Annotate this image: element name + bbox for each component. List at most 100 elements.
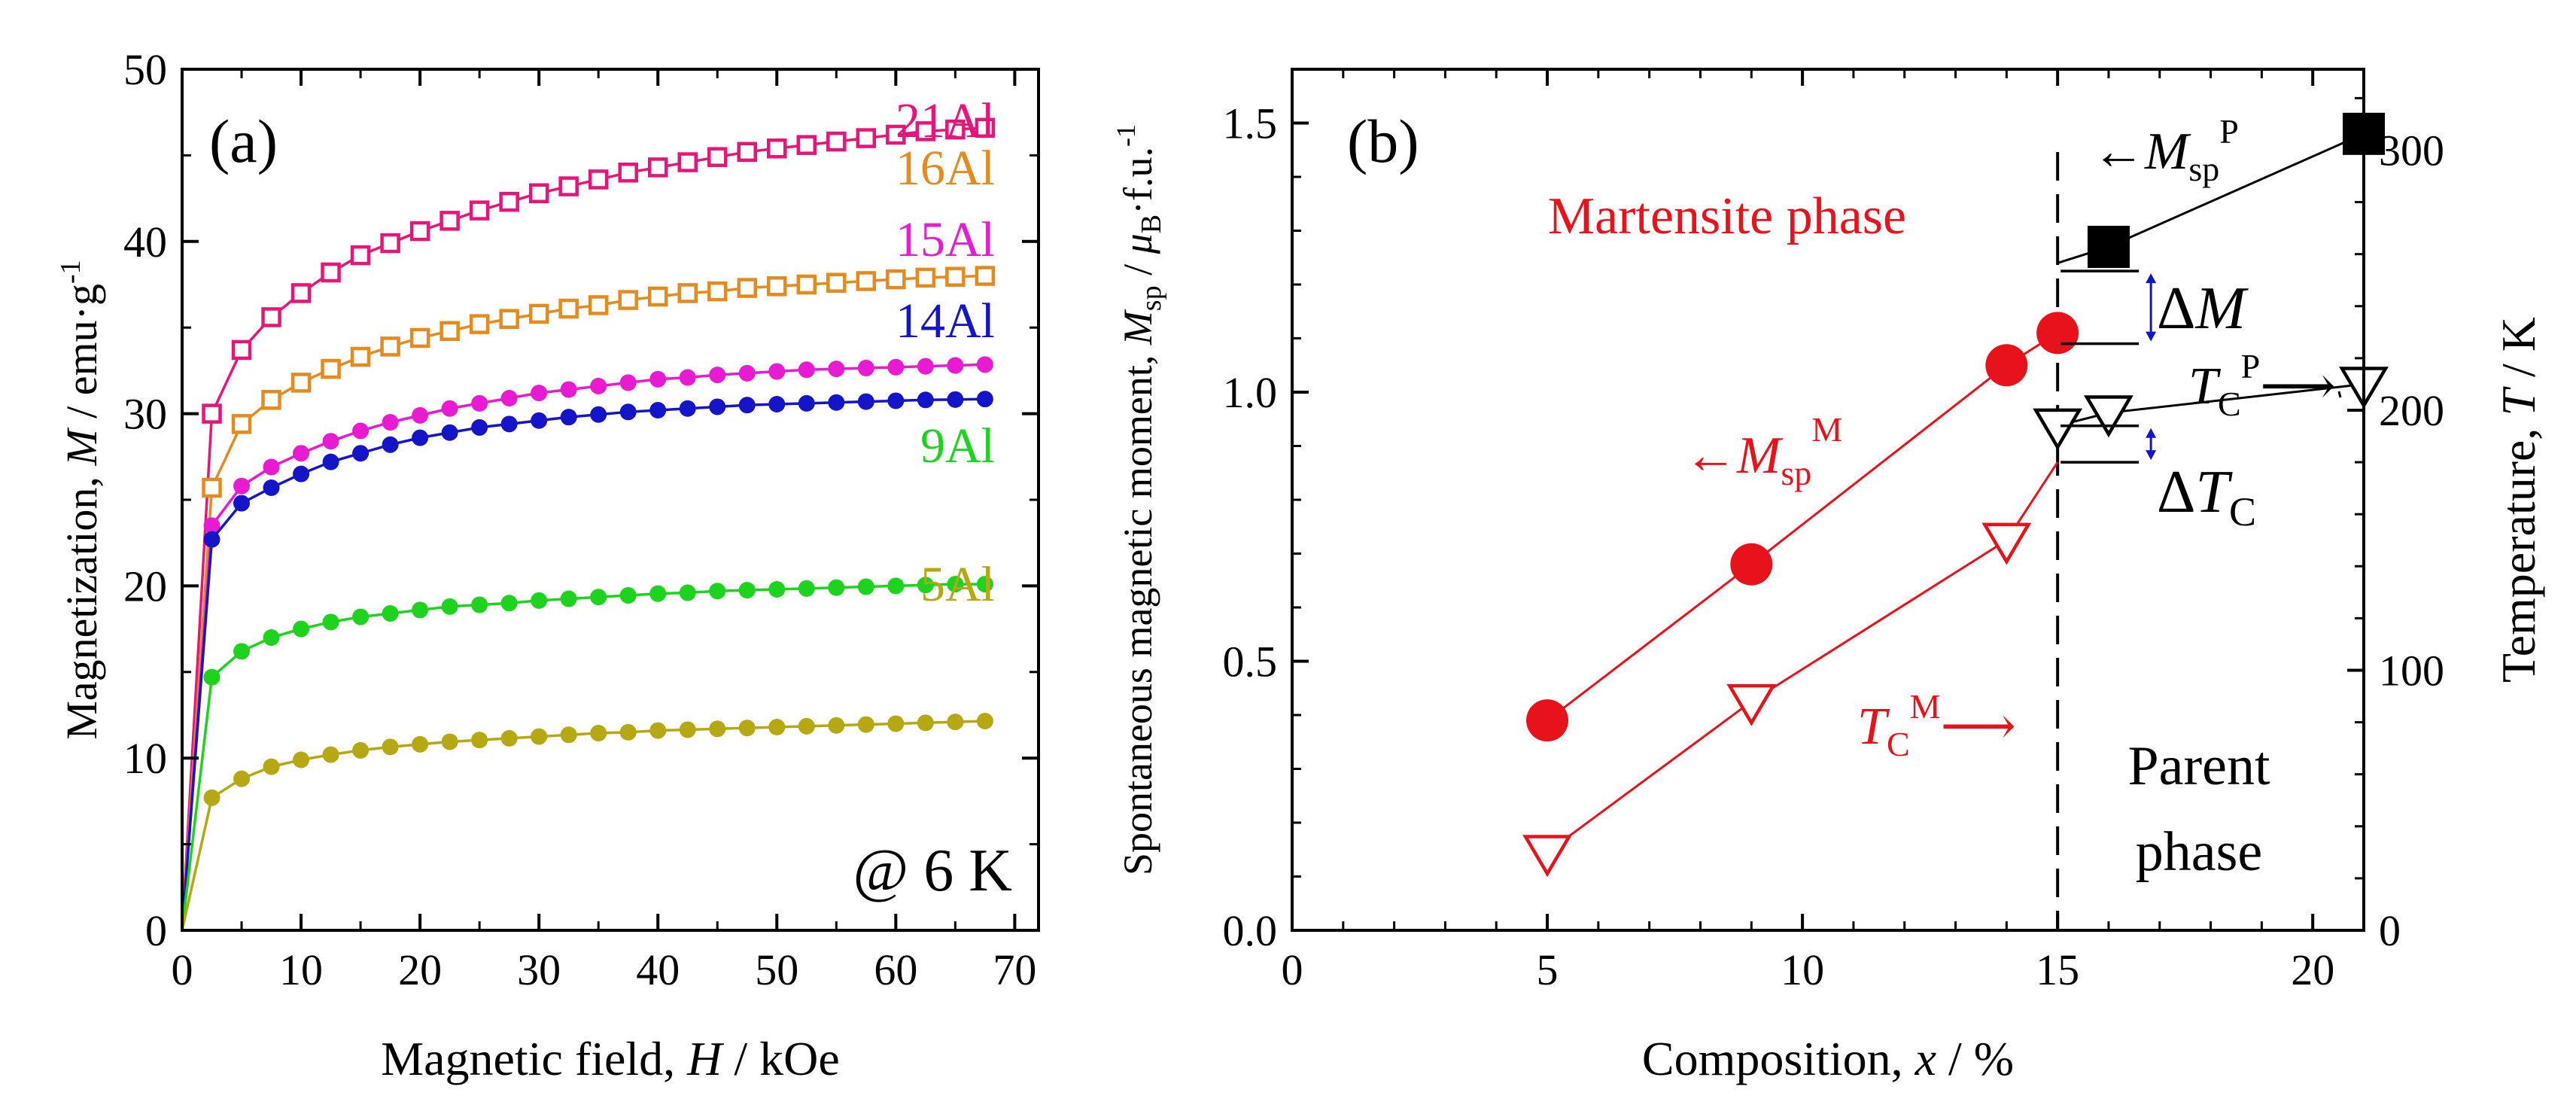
data-point-21Al <box>796 135 817 155</box>
data-point-14Al <box>738 397 756 414</box>
data-point-15Al <box>976 356 993 373</box>
data-point-9Al <box>590 589 607 606</box>
data-point-14Al <box>857 393 874 410</box>
data-point-16Al <box>321 358 341 379</box>
y-tick-label: 30 <box>123 390 167 439</box>
y-tick-label: 50 <box>123 45 167 94</box>
data-point-14Al <box>709 398 726 415</box>
data-point-9Al <box>798 580 815 597</box>
x-tick-label: 5 <box>1537 945 1559 994</box>
data-point-21Al <box>737 142 758 163</box>
data-point-16Al <box>380 336 400 357</box>
panel-b: Martensite phase Parent phase 0 5 10 15 20 0.… <box>1111 68 2545 1085</box>
x-tick-label: 10 <box>279 945 323 994</box>
data-point-14Al <box>828 394 845 411</box>
data-point-5Al <box>619 723 637 741</box>
series-label: 16Al <box>896 141 995 196</box>
y-tick-label: 40 <box>123 218 167 266</box>
data-point-21Al <box>677 152 698 172</box>
data-point-5Al <box>352 741 370 759</box>
data-point-9Al <box>560 590 577 607</box>
data-point-16Al <box>350 346 371 367</box>
data-point-16Al <box>231 414 252 434</box>
data-point-16Al <box>261 390 281 410</box>
data-point-5Al <box>679 721 696 738</box>
data-point-15Al <box>412 406 429 424</box>
series-line-21Al <box>181 126 985 931</box>
parent-phase-label-line2: phase <box>2136 821 2263 883</box>
delta-tc-arrow-head-top <box>2146 428 2157 438</box>
x-tick-label: 15 <box>2036 945 2079 994</box>
y-tick-label: 10 <box>123 734 167 783</box>
data-point-21Al <box>499 191 519 212</box>
data-point-15Al <box>233 477 251 495</box>
x-tick-label: 20 <box>2291 945 2334 994</box>
panel-a-label: (a) <box>209 107 278 175</box>
msp-p-series-label: ←MspP <box>2092 112 2239 188</box>
series-line <box>1547 332 2058 722</box>
data-point-16Al <box>677 283 698 303</box>
data-point-5Al <box>233 770 251 787</box>
data-point-9Al <box>828 579 845 596</box>
data-point-14Al <box>233 495 251 512</box>
data-point-15Al <box>917 358 934 375</box>
data-point-9Al <box>887 577 905 595</box>
data-point-9Al <box>412 601 429 619</box>
data-point-5Al <box>412 735 429 753</box>
data-point-5Al <box>471 732 488 749</box>
y-tick-label: 0.0 <box>1223 906 1278 955</box>
series-label: 14Al <box>896 294 995 348</box>
data-point-14Al <box>560 409 577 426</box>
y-tick-label: 1.5 <box>1223 99 1278 148</box>
panel-b-y2-axis-label: Temperature, T / K <box>2492 317 2545 683</box>
data-point-16Al <box>975 266 996 286</box>
data-point-9Al <box>619 586 637 604</box>
panel-a-y-axis-label: Magnetization, M / emu·g-1 <box>55 260 106 739</box>
data-point-21Al <box>856 128 877 148</box>
data-point-16Al <box>499 309 519 330</box>
data-point-16Al <box>856 271 877 291</box>
msp-m-series-label: ←MspM <box>1684 410 1842 492</box>
data-point-5Al <box>203 789 220 806</box>
data-point-21Al <box>350 245 371 266</box>
data-point-16Al <box>826 272 847 293</box>
data-point-15Al <box>857 359 874 376</box>
data-point-9Al <box>263 629 280 647</box>
data-point-5Al <box>828 717 845 734</box>
data-point-9Al <box>293 620 310 638</box>
data-point-21Al <box>528 183 549 203</box>
data-point-14Al <box>293 465 310 482</box>
data-point-21Al <box>469 200 490 221</box>
data-point-16Al <box>528 303 549 324</box>
data-point-5Al <box>382 738 399 756</box>
data-point-16Al <box>469 314 490 334</box>
data-point-21Al <box>261 307 281 327</box>
x-tick-label: 30 <box>517 945 561 994</box>
delta-m-arrow-head-top <box>2146 273 2157 284</box>
data-point-14Al <box>322 453 339 470</box>
data-point-15Al <box>828 361 845 378</box>
data-point-14Al <box>798 394 815 412</box>
data-point <box>1522 835 1572 878</box>
data-point-16Al <box>915 267 936 288</box>
data-point-9Al <box>768 580 786 598</box>
data-point-16Al <box>618 290 638 310</box>
data-point-15Al <box>203 517 220 534</box>
data-point-21Al <box>915 121 936 142</box>
data-point-16Al <box>588 295 609 315</box>
data-point-21Al <box>231 339 252 361</box>
series-label: 9Al <box>920 418 995 473</box>
data-point-21Al <box>290 283 312 303</box>
data-point-5Al <box>590 725 607 742</box>
data-point-9Al <box>976 576 993 593</box>
data-point-14Al <box>203 531 220 548</box>
tc-p-leader <box>2337 391 2342 398</box>
data-point-9Al <box>531 592 548 609</box>
data-point-9Al <box>233 643 251 660</box>
x-tick-label: 50 <box>755 945 798 994</box>
panel-a-x-axis-label: Magnetic field, H / kOe <box>381 1032 840 1085</box>
data-point <box>1726 683 1777 726</box>
data-point-14Al <box>352 445 370 462</box>
data-point-14Al <box>917 391 934 409</box>
